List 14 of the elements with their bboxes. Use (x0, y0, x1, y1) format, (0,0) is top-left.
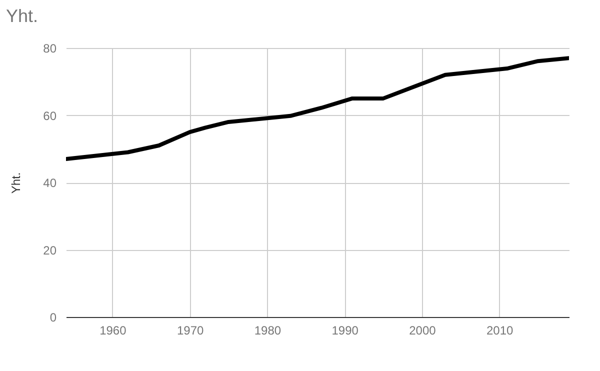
x-tick-label: 2000 (409, 324, 436, 338)
x-tick-label: 2010 (486, 324, 514, 338)
y-tick-label: 60 (43, 108, 57, 123)
y-tick-label: 0 (50, 310, 57, 324)
x-tick-label: 1990 (332, 324, 359, 338)
x-tick-label: 1970 (176, 324, 204, 338)
chart-title: Yht. (6, 6, 38, 26)
x-tick-label: 1960 (100, 324, 127, 338)
x-tick-label: 1980 (254, 324, 282, 338)
y-tick-label: 40 (43, 176, 57, 190)
y-axis-title: Yht. (9, 172, 24, 194)
y-tick-label: 20 (43, 243, 57, 258)
y-tick-label: 80 (43, 42, 57, 56)
line-series (66, 56, 569, 161)
